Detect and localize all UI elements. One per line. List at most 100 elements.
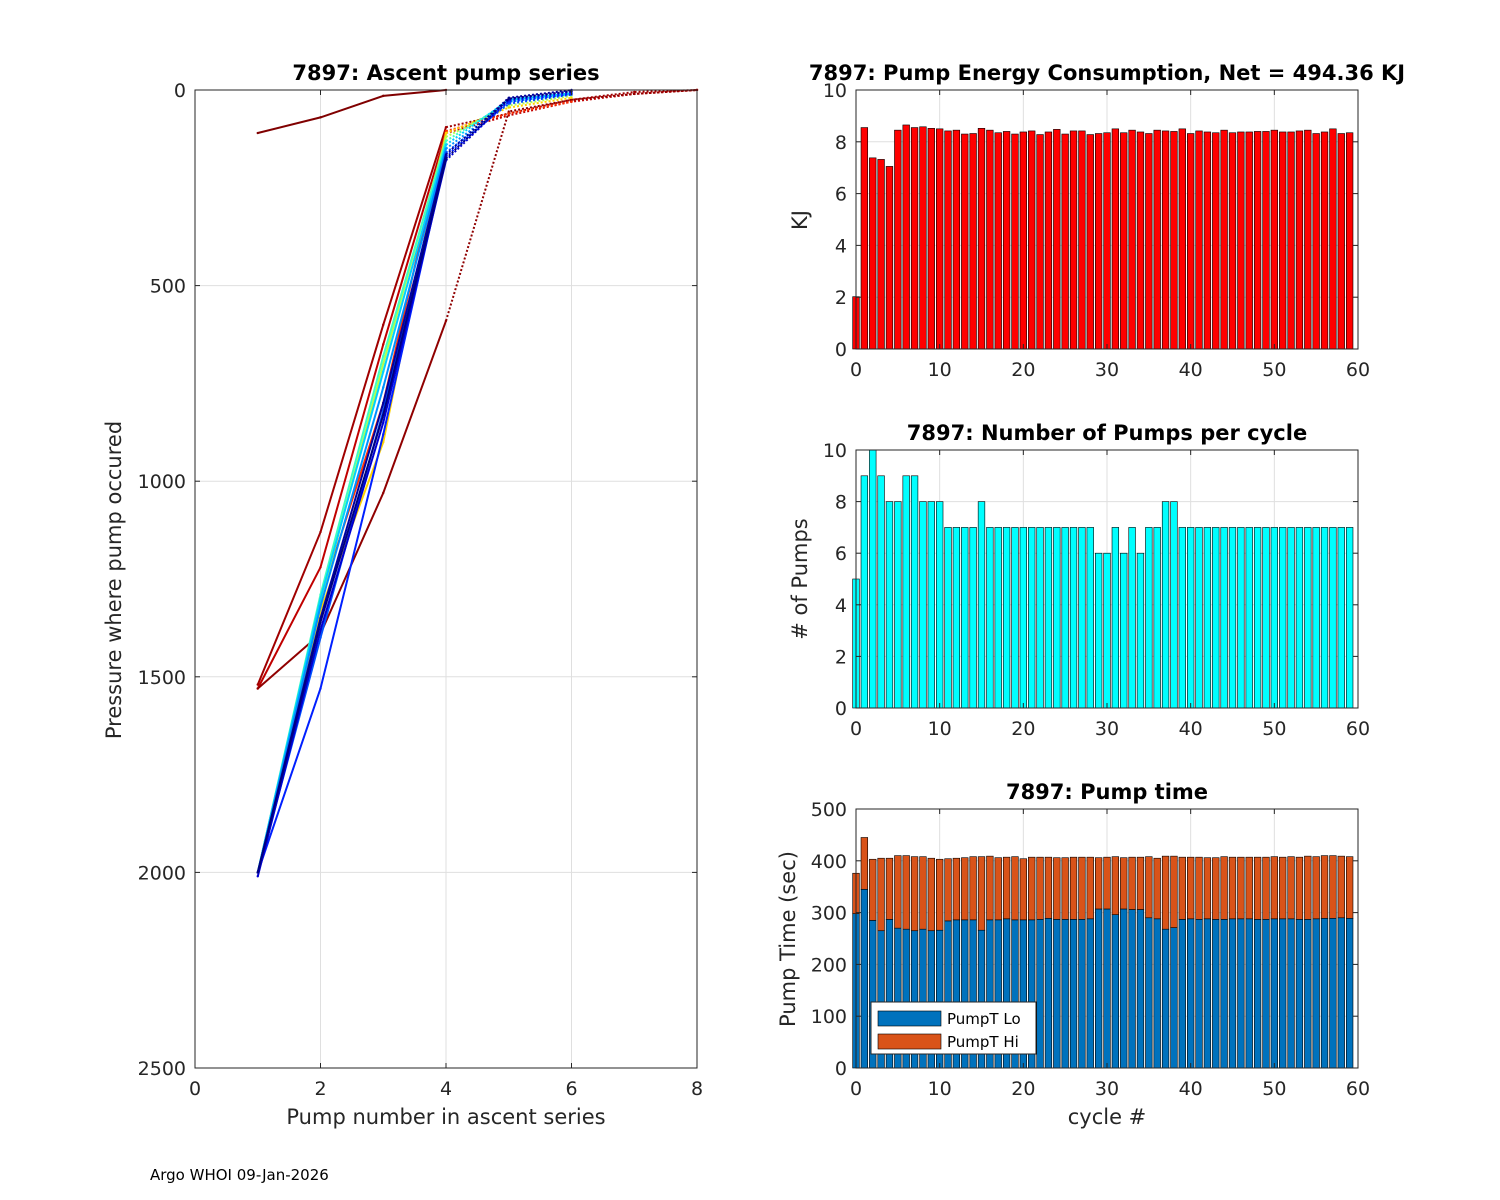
pumptime-ticks: 0 10 20 30 40 50 60 0 100 200 300 400 500: [811, 799, 1370, 1100]
pumps-x-tick-label: 50: [1262, 718, 1286, 740]
pumpt-lo-bar: [1220, 919, 1228, 1069]
pumpt-lo-bar: [1187, 918, 1195, 1069]
ascent-data-point: [256, 131, 259, 135]
pumpt-lo-bar: [1061, 919, 1069, 1069]
pumps-x-tick-label: 60: [1346, 718, 1370, 740]
ascent-data-point: [256, 687, 259, 690]
pumpt-lo-bar: [1178, 919, 1186, 1069]
pumps-bar: [936, 501, 944, 709]
energy-bar: [977, 128, 986, 350]
pumpt-hi-bar: [902, 855, 910, 930]
pumps-bar: [1270, 527, 1278, 709]
pumpt-lo-bar: [1237, 918, 1245, 1069]
pumps-bar: [1145, 527, 1153, 709]
energy-bar: [1212, 132, 1220, 350]
pumpt-hi-bar: [1237, 856, 1245, 920]
legend-label-pumpt-lo: PumpT Lo: [947, 1010, 1021, 1028]
energy-bar: [969, 133, 977, 350]
pumpt-hi-bar: [869, 858, 877, 921]
pumps-y-axis-label: # of Pumps: [788, 518, 812, 640]
pumps-bar: [1337, 527, 1345, 709]
pumpt-hi-bar: [1279, 856, 1287, 920]
pumpt-hi-bar: [1011, 856, 1019, 921]
pumpt-hi-bar: [1036, 856, 1044, 920]
energy-bar: [1028, 130, 1036, 350]
pumpt-hi-bar: [1128, 856, 1136, 910]
pumpt-hi-bar: [894, 855, 902, 929]
pumptime-legend: PumpT Lo PumpT Hi: [870, 1001, 1037, 1055]
pumps-x-tick-label: 30: [1095, 718, 1119, 740]
energy-bar: [910, 127, 919, 350]
pumps-y-tick-label: 6: [835, 543, 847, 565]
pumpt-hi-bar: [1153, 857, 1161, 920]
pumps-bar: [1220, 527, 1228, 709]
energy-bar: [1094, 133, 1103, 350]
pumpt-hi-bar: [1111, 856, 1120, 915]
pumps-bar: [1136, 552, 1145, 709]
pumpt-lo-bar: [1170, 927, 1178, 1069]
ascent-data-point: [256, 871, 259, 874]
pumpt-hi-bar: [1304, 855, 1312, 920]
pumps-chart-title: 7897: Number of Pumps per cycle: [907, 421, 1307, 445]
pumpt-hi-bar: [1295, 856, 1304, 920]
pumpt-hi-bar: [1078, 856, 1086, 920]
ascent-data-point: [382, 401, 385, 405]
energy-y-tick-label: 8: [835, 132, 847, 154]
ascent-data-point: [382, 354, 385, 358]
pumps-x-tick-label: 40: [1179, 718, 1203, 740]
pumptime-y-tick-label: 200: [811, 954, 847, 976]
energy-bar: [894, 129, 902, 350]
ascent-y-tick-label: 1500: [138, 667, 186, 689]
ascent-data-point: [444, 131, 448, 135]
ascent-data-point: [319, 116, 322, 119]
pumpt-hi-bar: [969, 856, 977, 921]
pumpt-hi-bar: [1253, 856, 1262, 920]
energy-bar: [1120, 132, 1128, 350]
ascent-x-axis-label: Pump number in ascent series: [286, 1105, 605, 1129]
ascent-data-point: [319, 605, 322, 608]
ascent-data-point: [507, 97, 510, 100]
energy-bar: [1304, 129, 1312, 350]
energy-bar: [961, 133, 969, 350]
energy-bar: [1011, 133, 1019, 350]
pumps-y-tick-label: 8: [835, 492, 847, 514]
pumps-bar: [977, 501, 986, 709]
ascent-data-point: [444, 135, 448, 139]
pumpt-hi-bar: [1161, 855, 1170, 930]
pumps-bar: [1245, 527, 1253, 709]
pumpt-lo-bar: [1161, 928, 1170, 1069]
pumps-bar: [1002, 527, 1011, 709]
pumps-plot-layer: 0 10 20 30 40 50 60 0 2 4 6 8 10: [823, 440, 1370, 740]
ascent-data-point: [507, 110, 510, 113]
energy-bar: [1337, 133, 1345, 350]
energy-x-tick-label: 0: [850, 359, 862, 381]
energy-bar: [1145, 133, 1153, 350]
energy-y-tick-label: 10: [823, 80, 847, 102]
energy-y-tick-label: 4: [835, 235, 847, 257]
pumpt-lo-bar: [1111, 914, 1120, 1069]
energy-bar: [885, 166, 894, 350]
pumpt-lo-bar: [1203, 918, 1212, 1069]
energy-bar: [1161, 130, 1170, 350]
energy-x-tick-label: 30: [1095, 359, 1119, 381]
pumpt-lo-bar: [1337, 917, 1345, 1069]
pumpt-lo-bar: [1279, 918, 1287, 1069]
pumpt-hi-bar: [860, 837, 869, 890]
pumps-bar: [1111, 527, 1120, 709]
pumpt-lo-bar: [1345, 917, 1354, 1069]
energy-bar: [1253, 131, 1262, 350]
pumps-bar: [1329, 527, 1337, 709]
energy-x-tick-label: 60: [1346, 359, 1370, 381]
pumps-bar: [877, 475, 885, 709]
energy-bar: [986, 129, 994, 350]
legend-label-pumpt-hi: PumpT Hi: [947, 1033, 1019, 1051]
ascent-data-point: [382, 386, 385, 389]
energy-bar: [919, 126, 927, 350]
pumps-bar: [860, 475, 869, 709]
ascent-data-point: [507, 104, 510, 107]
pumpt-hi-bar: [927, 857, 935, 932]
pumps-bar: [961, 527, 969, 709]
ascent-y-tick-label: 2500: [138, 1058, 186, 1080]
energy-bar: [1220, 129, 1228, 350]
ascent-data-point: [319, 530, 322, 534]
